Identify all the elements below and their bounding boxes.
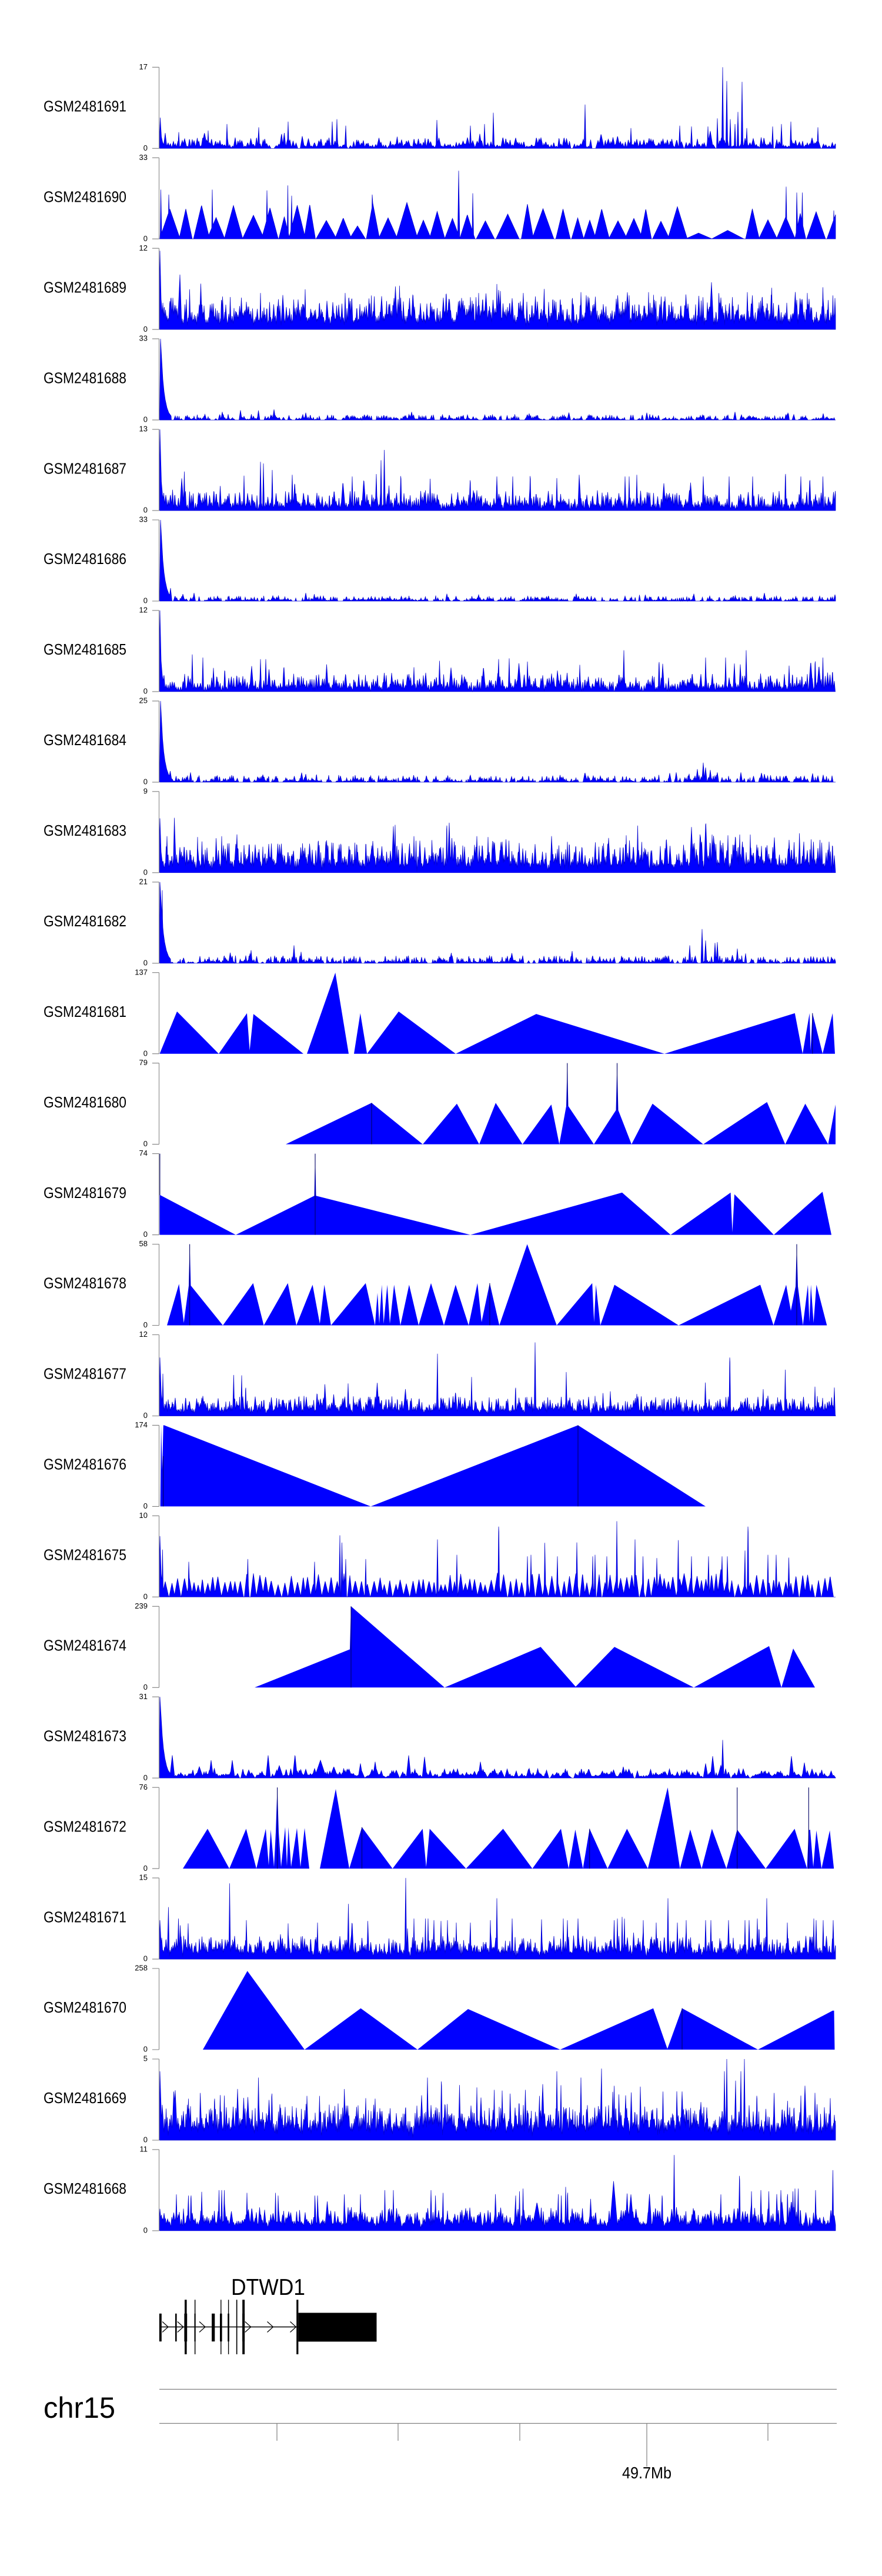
svg-text:GSM2481681: GSM2481681 (44, 1003, 126, 1020)
svg-text:0: 0 (143, 867, 148, 876)
svg-text:0: 0 (143, 1139, 148, 1148)
svg-text:GSM2481668: GSM2481668 (44, 2180, 126, 2197)
svg-text:11: 11 (140, 2145, 148, 2154)
svg-text:0: 0 (143, 596, 148, 605)
svg-text:12: 12 (139, 606, 148, 615)
svg-text:0: 0 (143, 778, 148, 786)
svg-text:0: 0 (143, 1501, 148, 1510)
svg-text:79: 79 (139, 1058, 148, 1067)
svg-text:12: 12 (139, 243, 148, 252)
svg-text:GSM2481679: GSM2481679 (44, 1184, 126, 1202)
svg-text:GSM2481669: GSM2481669 (44, 2089, 126, 2107)
svg-text:GSM2481672: GSM2481672 (44, 1817, 126, 1835)
svg-text:GSM2481670: GSM2481670 (44, 1998, 126, 2016)
svg-text:GSM2481685: GSM2481685 (44, 640, 126, 658)
svg-text:GSM2481687: GSM2481687 (44, 459, 126, 477)
svg-text:GSM2481689: GSM2481689 (44, 278, 126, 296)
svg-text:GSM2481675: GSM2481675 (44, 1546, 126, 1564)
svg-text:12: 12 (139, 1330, 148, 1339)
svg-text:chr15: chr15 (44, 2391, 115, 2424)
svg-text:13: 13 (139, 425, 148, 433)
svg-text:74: 74 (139, 1149, 148, 1157)
svg-text:GSM2481688: GSM2481688 (44, 369, 126, 386)
svg-text:21: 21 (139, 877, 148, 886)
svg-text:174: 174 (135, 1420, 148, 1429)
svg-text:0: 0 (143, 687, 148, 696)
svg-text:0: 0 (143, 234, 148, 243)
svg-text:DTWD1: DTWD1 (231, 2275, 305, 2300)
svg-text:10: 10 (139, 1511, 148, 1520)
svg-text:GSM2481674: GSM2481674 (44, 1637, 126, 1654)
svg-text:0: 0 (143, 1592, 148, 1601)
svg-text:33: 33 (139, 515, 148, 524)
svg-text:0: 0 (143, 1049, 148, 1057)
svg-text:GSM2481682: GSM2481682 (44, 912, 126, 930)
svg-text:0: 0 (143, 144, 148, 152)
svg-text:0: 0 (143, 2226, 148, 2235)
svg-text:31: 31 (139, 1692, 148, 1701)
svg-text:49.7Mb: 49.7Mb (622, 2464, 671, 2482)
svg-text:0: 0 (143, 415, 148, 424)
svg-text:GSM2481691: GSM2481691 (44, 98, 126, 115)
svg-text:58: 58 (139, 1239, 148, 1248)
svg-text:33: 33 (139, 153, 148, 162)
svg-text:GSM2481676: GSM2481676 (44, 1456, 126, 1473)
svg-text:0: 0 (143, 1773, 148, 1782)
svg-text:0: 0 (143, 2045, 148, 2054)
svg-text:0: 0 (143, 1411, 148, 1420)
svg-text:0: 0 (143, 1683, 148, 1691)
svg-text:258: 258 (135, 1964, 148, 1973)
svg-text:137: 137 (135, 967, 148, 976)
svg-text:0: 0 (143, 1320, 148, 1329)
svg-text:15: 15 (139, 1873, 148, 1882)
svg-text:0: 0 (143, 958, 148, 967)
svg-text:0: 0 (143, 1954, 148, 1963)
svg-text:76: 76 (139, 1783, 148, 1791)
svg-text:33: 33 (139, 334, 148, 343)
svg-text:GSM2481684: GSM2481684 (44, 731, 126, 749)
svg-text:0: 0 (143, 2135, 148, 2144)
svg-text:GSM2481673: GSM2481673 (44, 1727, 126, 1744)
svg-text:GSM2481686: GSM2481686 (44, 550, 126, 568)
svg-text:0: 0 (143, 325, 148, 333)
svg-text:GSM2481671: GSM2481671 (44, 1908, 126, 1926)
svg-text:0: 0 (143, 1230, 148, 1239)
svg-text:0: 0 (143, 506, 148, 515)
svg-text:5: 5 (143, 2054, 148, 2063)
svg-text:GSM2481677: GSM2481677 (44, 1365, 126, 1383)
svg-text:0: 0 (143, 1864, 148, 1873)
svg-text:GSM2481680: GSM2481680 (44, 1093, 126, 1111)
svg-text:25: 25 (139, 696, 148, 705)
svg-text:17: 17 (139, 62, 148, 71)
svg-text:239: 239 (135, 1601, 148, 1610)
svg-text:GSM2481690: GSM2481690 (44, 188, 126, 205)
svg-text:GSM2481678: GSM2481678 (44, 1274, 126, 1292)
svg-text:GSM2481683: GSM2481683 (44, 822, 126, 839)
svg-text:9: 9 (143, 786, 148, 795)
